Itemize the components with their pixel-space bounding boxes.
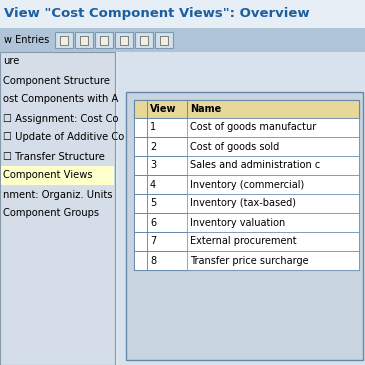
- Text: 3: 3: [150, 161, 156, 170]
- Bar: [134, 156, 359, 175]
- Bar: [147, 175, 187, 194]
- Bar: [134, 194, 147, 213]
- Text: Inventory (commercial): Inventory (commercial): [190, 180, 304, 189]
- Bar: [100, 36, 108, 45]
- Text: Component Views: Component Views: [3, 170, 93, 181]
- Bar: [0, 52, 365, 365]
- Text: View: View: [150, 104, 177, 114]
- Bar: [126, 92, 363, 360]
- Bar: [147, 251, 187, 270]
- Bar: [95, 32, 113, 48]
- Bar: [134, 118, 359, 137]
- Bar: [155, 32, 173, 48]
- Text: ☐ Update of Additive Co: ☐ Update of Additive Co: [3, 132, 124, 142]
- Text: 2: 2: [150, 142, 156, 151]
- Bar: [140, 36, 148, 45]
- Bar: [134, 194, 359, 213]
- Bar: [134, 175, 359, 194]
- Bar: [115, 32, 133, 48]
- Bar: [1, 166, 114, 185]
- Bar: [147, 156, 187, 175]
- Text: Sales and administration c: Sales and administration c: [190, 161, 320, 170]
- Bar: [60, 36, 68, 45]
- Text: nment: Organiz. Units: nment: Organiz. Units: [3, 189, 112, 200]
- Text: ☐ Transfer Structure: ☐ Transfer Structure: [3, 151, 105, 161]
- Text: ☐ Assignment: Cost Co: ☐ Assignment: Cost Co: [3, 114, 119, 123]
- Text: Name: Name: [190, 104, 221, 114]
- Bar: [134, 100, 359, 118]
- Text: Cost of goods manufactur: Cost of goods manufactur: [190, 123, 316, 132]
- Bar: [0, 28, 365, 52]
- Text: 7: 7: [150, 237, 156, 246]
- Bar: [134, 118, 147, 137]
- Bar: [135, 32, 153, 48]
- Text: Inventory valuation: Inventory valuation: [190, 218, 285, 227]
- Bar: [134, 156, 147, 175]
- Bar: [147, 232, 187, 251]
- Text: Component Structure: Component Structure: [3, 76, 110, 85]
- Bar: [134, 213, 147, 232]
- Text: Cost of goods sold: Cost of goods sold: [190, 142, 279, 151]
- Text: 8: 8: [150, 255, 156, 265]
- Text: Component Groups: Component Groups: [3, 208, 99, 219]
- Bar: [134, 232, 147, 251]
- Bar: [147, 213, 187, 232]
- Bar: [134, 175, 147, 194]
- Bar: [118, 52, 365, 365]
- Text: External procurement: External procurement: [190, 237, 297, 246]
- Bar: [134, 137, 359, 156]
- Bar: [134, 100, 359, 270]
- Bar: [160, 36, 168, 45]
- Bar: [147, 137, 187, 156]
- Bar: [0, 52, 115, 365]
- Bar: [147, 194, 187, 213]
- Text: 4: 4: [150, 180, 156, 189]
- Text: View "Cost Component Views": Overview: View "Cost Component Views": Overview: [4, 8, 310, 20]
- Bar: [75, 32, 93, 48]
- Text: ost Components with A: ost Components with A: [3, 95, 118, 104]
- Bar: [134, 137, 147, 156]
- Text: 5: 5: [150, 199, 156, 208]
- Text: 6: 6: [150, 218, 156, 227]
- Bar: [0, 0, 365, 28]
- Text: Transfer price surcharge: Transfer price surcharge: [190, 255, 309, 265]
- Text: ure: ure: [3, 57, 19, 66]
- Text: Inventory (tax-based): Inventory (tax-based): [190, 199, 296, 208]
- Bar: [55, 32, 73, 48]
- Bar: [134, 251, 359, 270]
- Bar: [134, 232, 359, 251]
- Bar: [134, 251, 147, 270]
- Bar: [147, 118, 187, 137]
- Bar: [120, 36, 128, 45]
- Bar: [80, 36, 88, 45]
- Bar: [134, 213, 359, 232]
- Text: w Entries: w Entries: [4, 35, 49, 45]
- Text: 1: 1: [150, 123, 156, 132]
